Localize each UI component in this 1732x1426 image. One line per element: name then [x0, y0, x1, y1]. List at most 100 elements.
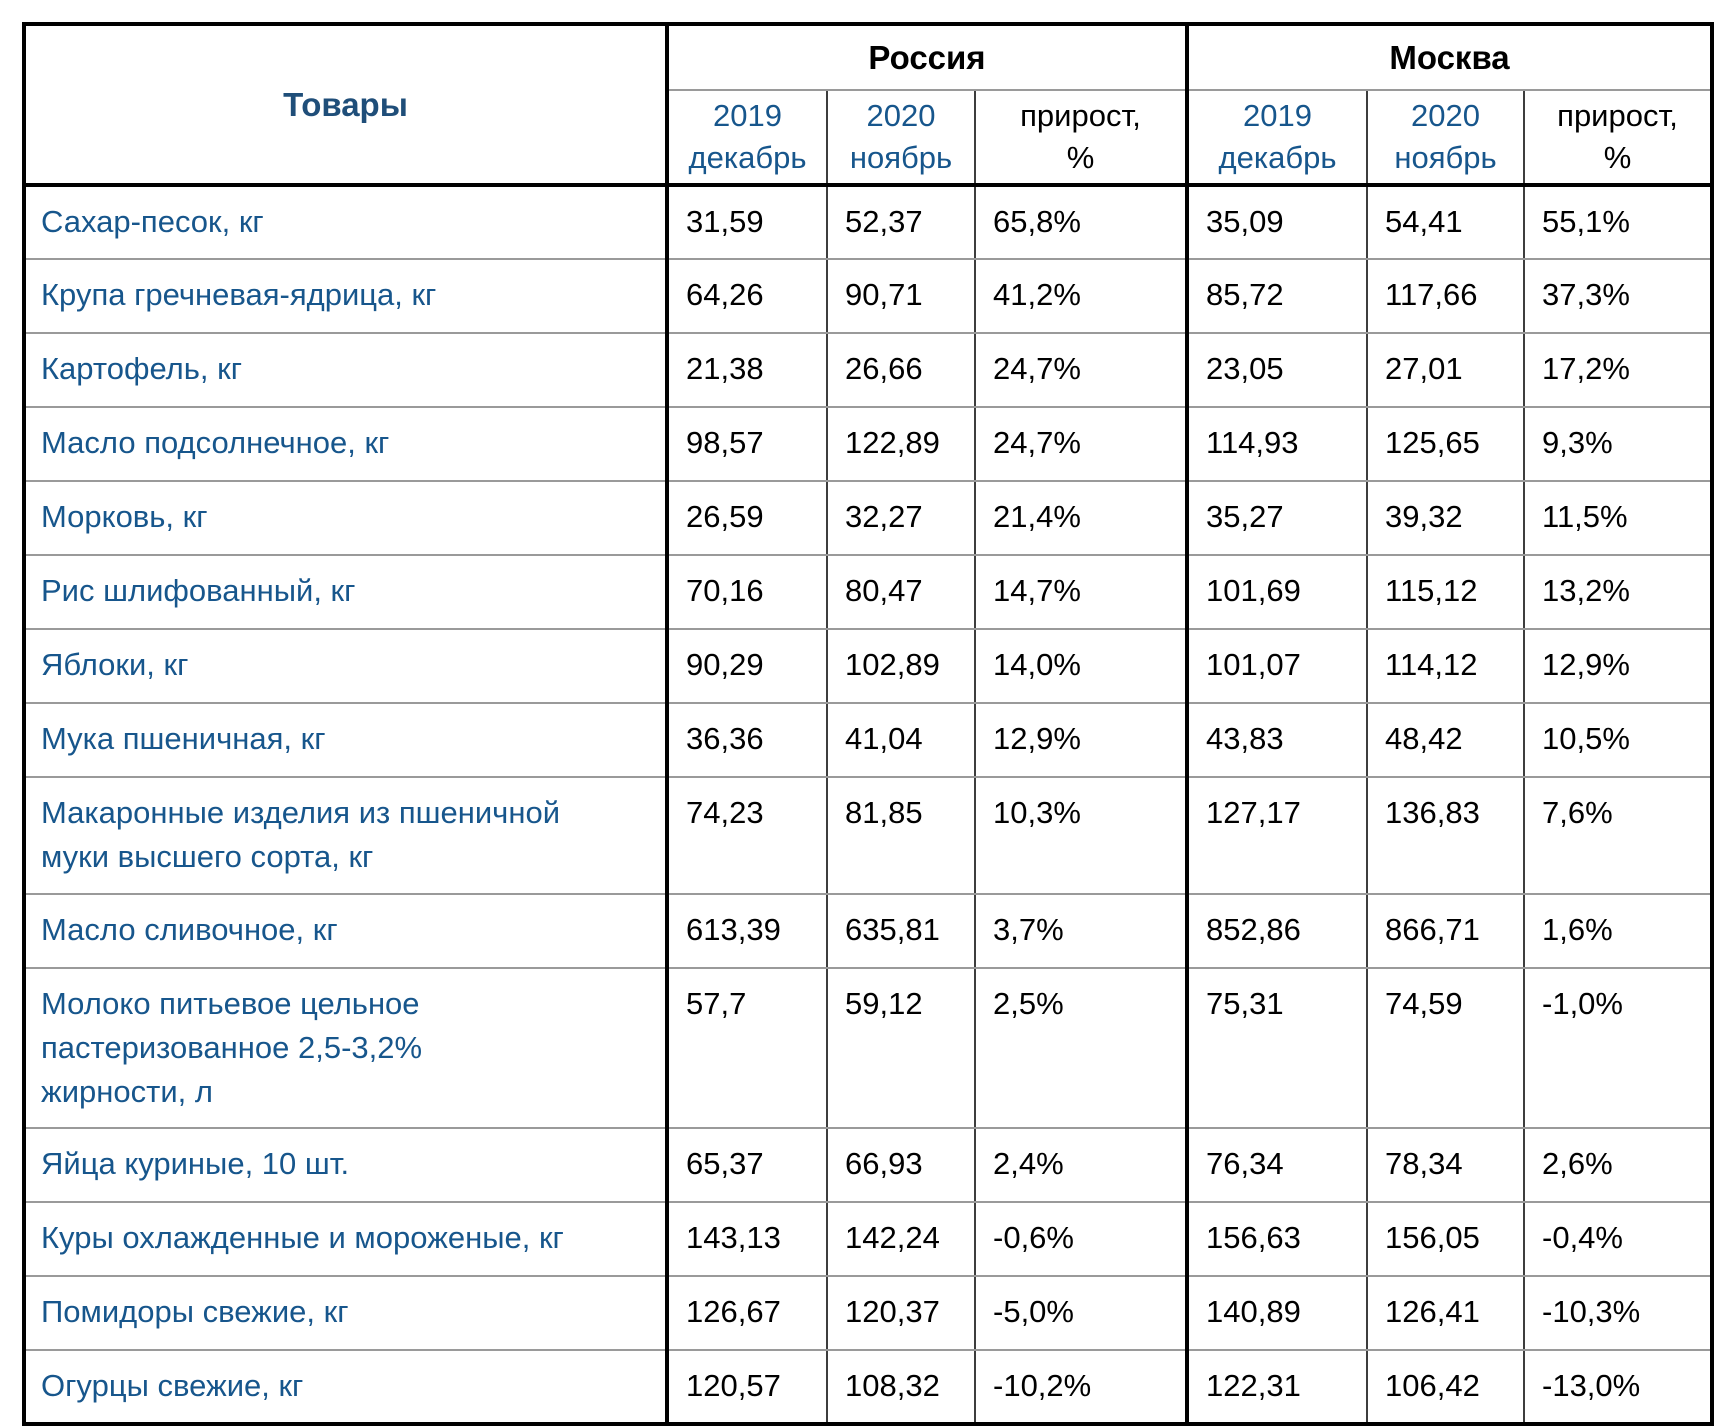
table-row: Крупа гречневая-ядрица, кг 64,26 90,71 41,2…: [23, 258, 1714, 334]
russia-dec2019-value: 64,26: [665, 258, 828, 334]
russia-dec2019-value: 65,37: [665, 1127, 828, 1203]
russia-growth-value: 41,2%: [974, 258, 1188, 334]
moscow-dec2019-value: 75,31: [1185, 967, 1368, 1129]
russia-nov2020-value: 90,71: [826, 258, 976, 334]
table-row: Масло подсолнечное, кг 98,57 122,89 24,7% 11…: [23, 406, 1714, 482]
russia-nov2020-value: 32,27: [826, 480, 976, 556]
moscow-growth-value: 37,3%: [1522, 258, 1714, 334]
moscow-growth-value: 2,6%: [1522, 1127, 1714, 1203]
moscow-nov2020-value: 39,32: [1366, 480, 1525, 556]
russia-nov2020-value: 142,24: [826, 1201, 976, 1277]
russia-dec2019-value: 74,23: [665, 776, 828, 895]
moscow-dec2019-value: 76,34: [1185, 1127, 1368, 1203]
moscow-dec2019-value: 852,86: [1185, 893, 1368, 969]
header-group-row: Товары Россия Москва: [23, 23, 1714, 187]
moscow-growth-value: 11,5%: [1522, 480, 1714, 556]
moscow-dec2019-value: 140,89: [1185, 1275, 1368, 1351]
moscow-growth-value: 7,6%: [1522, 776, 1714, 895]
table-row: Молоко питьевое цельное пастеризованное …: [23, 967, 1714, 1129]
russia-dec2019-value: 126,67: [665, 1275, 828, 1351]
moscow-dec2019-value: 114,93: [1185, 406, 1368, 482]
moscow-dec2019-value: 23,05: [1185, 332, 1368, 408]
russia-growth-value: 12,9%: [974, 702, 1188, 778]
russia-nov2020-value: 26,66: [826, 332, 976, 408]
table-row: Картофель, кг 21,38 26,66 24,7% 23,05 27,01 17…: [23, 332, 1714, 408]
russia-nov2020-value: 108,32: [826, 1349, 976, 1425]
moscow-growth-value: -0,4%: [1522, 1201, 1714, 1277]
price-table: Товары Россия Москва 2019 декабрь 2020 н…: [22, 22, 1715, 1426]
russia-nov2020-value: 120,37: [826, 1275, 976, 1351]
moscow-growth-header: прирост, %: [1522, 89, 1714, 187]
russia-nov2020-value: 66,93: [826, 1127, 976, 1203]
product-name: Картофель, кг: [23, 332, 668, 408]
header-years-row: 2019 декабрь 2020 ноябрь прирост, % 2019…: [24, 89, 1714, 187]
russia-dec2019-value: 36,36: [665, 702, 828, 778]
product-name: Макаронные изделия из пшеничной муки выс…: [23, 776, 668, 895]
russia-nov2020-value: 52,37: [826, 184, 976, 260]
russia-dec2019-value: 57,7: [665, 967, 828, 1129]
moscow-dec2019-value: 156,63: [1185, 1201, 1368, 1277]
russia-nov2020-value: 80,47: [826, 554, 976, 630]
product-name: Огурцы свежие, кг: [23, 1349, 668, 1425]
product-name: Молоко питьевое цельное пастеризованное …: [23, 967, 668, 1129]
russia-growth-value: 21,4%: [974, 480, 1188, 556]
moscow-nov2020-value: 74,59: [1366, 967, 1525, 1129]
moscow-nov2020-value: 78,34: [1366, 1127, 1525, 1203]
product-name: Рис шлифованный, кг: [23, 554, 668, 630]
moscow-nov2020-value: 126,41: [1366, 1275, 1525, 1351]
russia-dec2019-value: 70,16: [665, 554, 828, 630]
russia-dec2019-value: 98,57: [665, 406, 828, 482]
russia-growth-header: прирост, %: [974, 89, 1188, 187]
russia-group-header: Россия: [665, 23, 1188, 91]
moscow-growth-value: -1,0%: [1522, 967, 1714, 1129]
moscow-growth-value: 12,9%: [1522, 628, 1714, 704]
table-row: Масло сливочное, кг 613,39 635,81 3,7% 852,8…: [23, 893, 1714, 969]
moscow-growth-value: 17,2%: [1522, 332, 1714, 408]
product-name: Масло подсолнечное, кг: [23, 406, 668, 482]
product-name: Мука пшеничная, кг: [23, 702, 668, 778]
table-row: Морковь, кг 26,59 32,27 21,4% 35,27 39,32 11,5…: [23, 480, 1714, 556]
product-name: Сахар-песок, кг: [23, 184, 668, 260]
product-name: Крупа гречневая-ядрица, кг: [23, 258, 668, 334]
page: Товары Россия Москва 2019 декабрь 2020 н…: [22, 22, 1715, 1426]
moscow-nov2020-value: 156,05: [1366, 1201, 1525, 1277]
russia-dec2019-value: 21,38: [665, 332, 828, 408]
russia-growth-value: 2,4%: [974, 1127, 1188, 1203]
moscow-dec2019-value: 127,17: [1185, 776, 1368, 895]
russia-growth-value: -10,2%: [974, 1349, 1188, 1425]
russia-nov2020-header: 2020 ноябрь: [826, 89, 976, 187]
table-body: Сахар-песок, кг 31,59 52,37 65,8% 35,09 54,41…: [23, 184, 1714, 1425]
moscow-nov2020-value: 114,12: [1366, 628, 1525, 704]
moscow-nov2020-value: 136,83: [1366, 776, 1525, 895]
table-row: Куры охлажденные и мороженые, кг 143,13 14…: [23, 1201, 1714, 1277]
moscow-growth-value: -13,0%: [1522, 1349, 1714, 1425]
moscow-dec2019-value: 101,69: [1185, 554, 1368, 630]
russia-dec2019-value: 90,29: [665, 628, 828, 704]
russia-growth-value: 24,7%: [974, 332, 1188, 408]
product-name: Морковь, кг: [23, 480, 668, 556]
table-row: Яйца куриные, 10 шт. 65,37 66,93 2,4% 76,34 7…: [23, 1127, 1714, 1203]
moscow-nov2020-value: 125,65: [1366, 406, 1525, 482]
russia-growth-value: 24,7%: [974, 406, 1188, 482]
table-row: Макаронные изделия из пшеничной муки выс…: [23, 776, 1714, 895]
product-name: Масло сливочное, кг: [23, 893, 668, 969]
moscow-growth-value: 9,3%: [1522, 406, 1714, 482]
russia-dec2019-value: 613,39: [665, 893, 828, 969]
moscow-nov2020-value: 27,01: [1366, 332, 1525, 408]
moscow-growth-value: 55,1%: [1522, 184, 1714, 260]
russia-growth-value: 14,7%: [974, 554, 1188, 630]
table-row: Сахар-песок, кг 31,59 52,37 65,8% 35,09 54,41…: [23, 184, 1714, 260]
russia-dec2019-header: 2019 декабрь: [665, 89, 828, 187]
moscow-growth-value: 10,5%: [1522, 702, 1714, 778]
russia-growth-value: 10,3%: [974, 776, 1188, 895]
product-name: Помидоры свежие, кг: [23, 1275, 668, 1351]
moscow-dec2019-value: 35,09: [1185, 184, 1368, 260]
moscow-dec2019-value: 35,27: [1185, 480, 1368, 556]
russia-nov2020-value: 81,85: [826, 776, 976, 895]
moscow-dec2019-header: 2019 декабрь: [1185, 89, 1368, 187]
russia-dec2019-value: 31,59: [665, 184, 828, 260]
product-name: Куры охлажденные и мороженые, кг: [23, 1201, 668, 1277]
russia-nov2020-value: 102,89: [826, 628, 976, 704]
russia-dec2019-value: 143,13: [665, 1201, 828, 1277]
russia-growth-value: -5,0%: [974, 1275, 1188, 1351]
